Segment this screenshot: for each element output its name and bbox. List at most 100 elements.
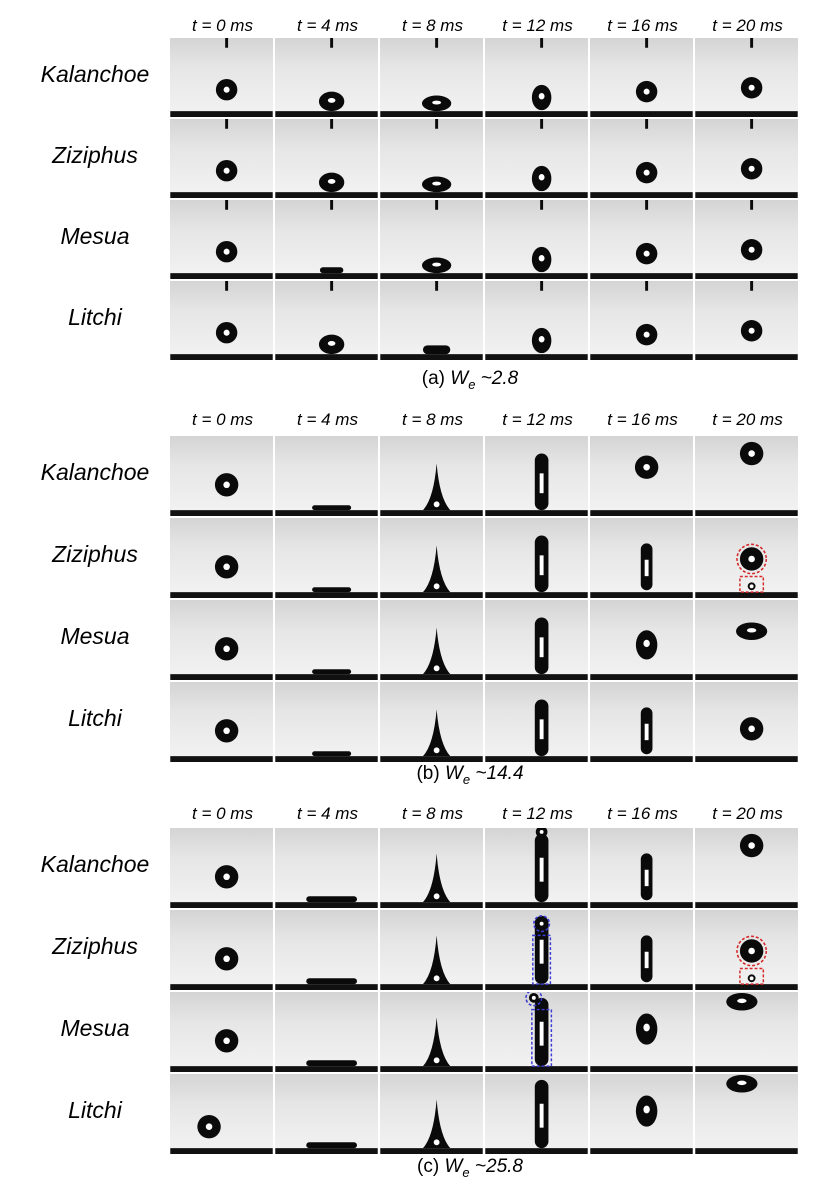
droplet-rebound-highlight — [746, 628, 757, 633]
droplet-lamella — [312, 669, 352, 675]
frame-image — [275, 38, 380, 119]
needle — [540, 119, 544, 129]
time-label: t = 0 ms — [192, 804, 253, 823]
needle — [225, 119, 229, 129]
frame-image — [170, 119, 275, 200]
substrate-surface — [275, 1148, 378, 1154]
time-label: t = 16 ms — [607, 16, 678, 35]
substrate-surface — [380, 1148, 483, 1154]
frame-drawing — [380, 545, 483, 598]
satellite-droplet-highlight — [531, 995, 536, 1000]
frame-image — [485, 200, 590, 281]
frame-drawing — [485, 617, 588, 680]
frame-image — [380, 1074, 485, 1156]
needle — [645, 119, 649, 129]
frame-image — [590, 436, 695, 518]
frame-drawing — [695, 200, 798, 279]
substrate-surface — [485, 902, 588, 908]
droplet-jet-cone-highlight — [433, 975, 440, 982]
substrate-surface — [485, 354, 588, 360]
needle — [435, 119, 439, 129]
frame-image — [695, 682, 800, 764]
red-residual-box — [739, 967, 765, 985]
time-label: t = 20 ms — [712, 804, 783, 823]
substrate-surface — [170, 592, 273, 598]
substrate-surface — [170, 984, 273, 990]
frame-image — [590, 281, 695, 362]
droplet-highlight — [643, 250, 650, 257]
frame-image — [170, 828, 275, 910]
substrate-surface — [275, 510, 378, 516]
frame-drawing — [275, 281, 378, 360]
substrate-surface — [695, 273, 798, 279]
droplet-jet-column-highlight — [539, 637, 544, 658]
needle — [645, 200, 649, 210]
frame-drawing — [380, 281, 483, 360]
frame-drawing — [170, 281, 273, 360]
needle — [645, 281, 649, 291]
substrate-surface — [170, 674, 273, 680]
species-label: Kalanchoe — [40, 851, 150, 877]
needle — [225, 200, 229, 210]
panel-caption: (a) We ~2.8 — [360, 368, 580, 392]
droplet-jet-cone-highlight — [433, 747, 440, 754]
caption-prefix: (c) — [417, 1156, 445, 1177]
droplet-jet-cone — [422, 463, 451, 511]
droplet-lamella — [312, 587, 352, 593]
substrate-surface — [485, 192, 588, 198]
needle — [540, 281, 544, 291]
frame-drawing — [590, 1095, 693, 1154]
frame-drawing — [590, 630, 693, 680]
time-label: t = 12 ms — [502, 804, 573, 823]
needle — [750, 119, 754, 129]
droplet-lamella — [306, 896, 357, 903]
frame-drawing — [275, 200, 378, 279]
droplet-jet-cone — [422, 853, 451, 903]
frame-image — [485, 828, 590, 910]
droplet-spread-highlight — [327, 178, 336, 184]
needle — [435, 200, 439, 210]
time-label: t = 20 ms — [712, 410, 783, 429]
substrate-surface — [695, 354, 798, 360]
droplet-highlight — [643, 169, 650, 176]
droplet-tip-highlight — [539, 829, 544, 834]
droplet-pinching-highlight — [644, 869, 649, 887]
droplet-lamella — [312, 751, 352, 757]
droplet-rebound-highlight — [643, 463, 650, 471]
droplet-recoil-highlight — [538, 174, 545, 181]
droplet-highlight — [643, 88, 650, 95]
time-label: t = 20 ms — [712, 16, 783, 35]
frame-drawing — [695, 622, 798, 680]
frame-drawing — [275, 587, 378, 598]
frame-drawing — [380, 1017, 483, 1072]
frame-image — [485, 910, 590, 992]
substrate-surface — [380, 192, 483, 198]
frame-image — [170, 200, 275, 281]
droplet-rebound-highlight — [643, 1105, 650, 1114]
droplet-lamella — [312, 505, 352, 511]
frame-image — [695, 828, 800, 910]
droplet-spread-highlight — [327, 97, 336, 103]
frame-drawing — [485, 992, 588, 1072]
frame-drawing — [380, 463, 483, 516]
frame-image — [380, 828, 485, 910]
frame-image — [380, 910, 485, 992]
species-label: Ziziphus — [52, 541, 138, 567]
frame-image — [170, 38, 275, 119]
droplet-highlight — [223, 563, 230, 571]
substrate-surface — [485, 111, 588, 117]
droplet-spread-highlight — [432, 262, 442, 267]
substrate-surface — [590, 674, 693, 680]
droplet-pinching-highlight — [644, 559, 649, 577]
substrate-surface — [275, 111, 378, 117]
frame-drawing — [380, 853, 483, 908]
substrate-surface — [590, 354, 693, 360]
substrate-surface — [695, 984, 798, 990]
droplet-spread-highlight — [327, 340, 336, 346]
droplet-jet-cone-highlight — [433, 1057, 440, 1064]
needle — [435, 38, 439, 48]
droplet-jet-column-highlight — [539, 1021, 544, 1046]
substrate-surface — [275, 674, 378, 680]
droplet-highlight — [223, 727, 230, 735]
droplet-lamella — [306, 1142, 357, 1149]
